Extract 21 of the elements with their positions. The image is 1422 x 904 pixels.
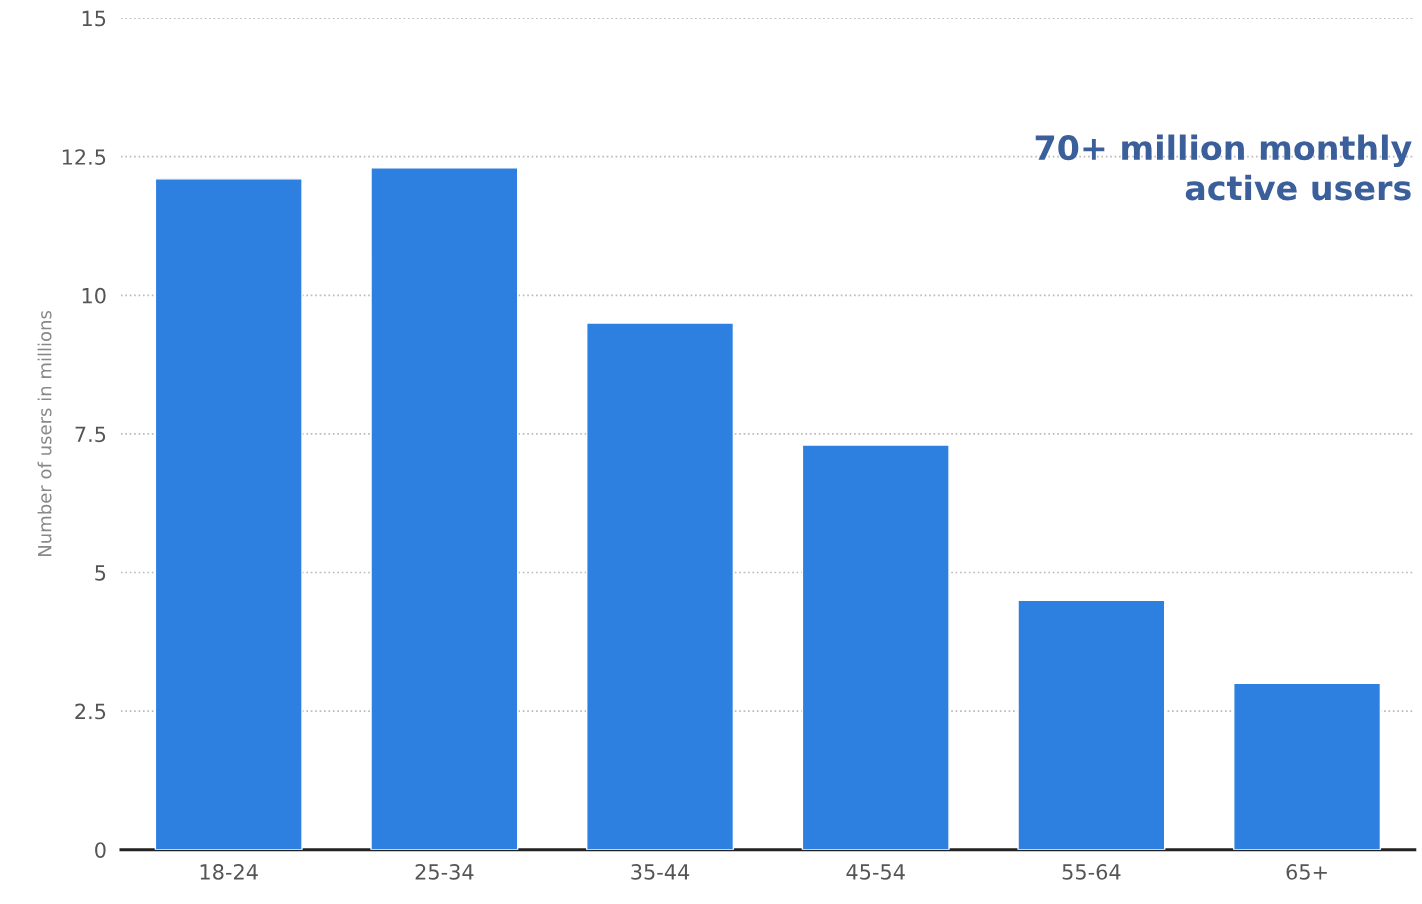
bar [586,322,735,850]
y-axis-title: Number of users in millions [37,310,52,556]
bar [370,167,519,850]
x-tick-label: 35-44 [631,864,690,880]
y-tick-label: 0 [95,842,106,858]
bar [1017,599,1166,850]
x-tick-label: 55-64 [1062,864,1121,880]
y-tick-label: 2.5 [75,703,106,720]
bar [1233,682,1382,850]
y-tick-label: 10 [82,287,106,304]
x-tick-label: 45-54 [846,864,905,880]
x-tick-label: 65+ [1286,864,1327,880]
annotation: 70+ million monthly active users [1035,134,1412,201]
x-tick-label: 25-34 [415,864,474,880]
y-tick-label: 15 [82,10,106,27]
bar [801,444,950,850]
y-tick-label: 12.5 [62,149,106,165]
bar [154,178,303,850]
x-tick-label: 18-24 [200,864,258,880]
y-tick-label: 7.5 [75,426,106,443]
y-tick-label: 5 [95,565,106,581]
